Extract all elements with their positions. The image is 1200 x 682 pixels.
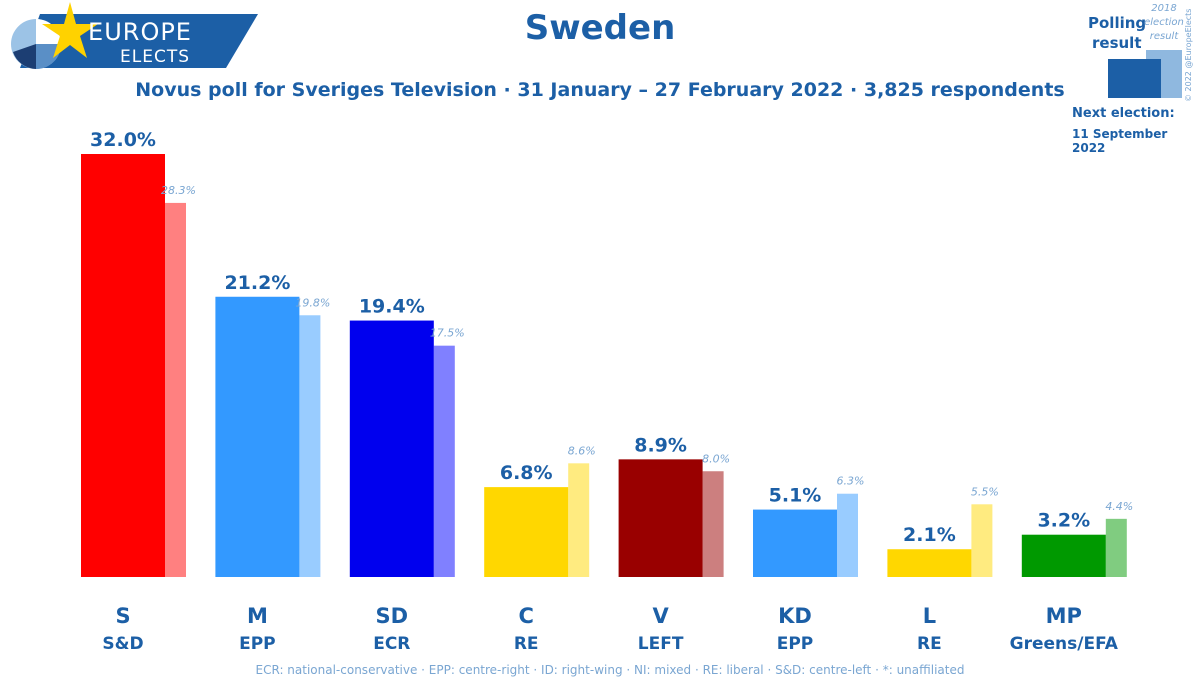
- party-label-m: M: [246, 604, 268, 628]
- group-label-mp: Greens/EFA: [1009, 634, 1118, 654]
- copyright-note: © 2022 @EuropeElects: [1184, 9, 1193, 102]
- poll-subtitle: Novus poll for Sveriges Television · 31 …: [135, 79, 1065, 101]
- prev-label-c: 8.6%: [568, 444, 596, 457]
- value-label-l: 2.1%: [903, 524, 956, 546]
- bar-2018-mp: [1105, 518, 1127, 577]
- bar-2018-l: [971, 504, 993, 577]
- party-label-l: L: [922, 604, 937, 628]
- group-label-kd: EPP: [776, 634, 814, 654]
- legend-polling-line1: Polling: [1088, 14, 1147, 32]
- group-label-m: EPP: [239, 634, 276, 654]
- value-label-c: 6.8%: [500, 462, 553, 484]
- bar-poll-l: [887, 549, 972, 577]
- bar-2018-sd: [433, 345, 455, 577]
- bar-poll-v: [618, 459, 703, 577]
- value-label-kd: 5.1%: [769, 485, 822, 507]
- bar-poll-m: [215, 296, 300, 577]
- bar-poll-kd: [753, 509, 837, 577]
- group-label-sd: ECR: [373, 634, 411, 654]
- europe-elects-logo: EUROPE ELECTS: [11, 2, 258, 69]
- prev-label-l: 5.5%: [971, 485, 999, 498]
- bar-2018-v: [702, 471, 724, 577]
- prev-label-mp: 4.4%: [1105, 500, 1133, 513]
- legend-prev-line1: 2018: [1151, 3, 1177, 14]
- logo-text-europe: EUROPE: [88, 18, 192, 46]
- party-label-mp: MP: [1045, 604, 1082, 628]
- bar-2018-c: [568, 463, 590, 577]
- value-label-mp: 3.2%: [1037, 510, 1090, 532]
- copyright-text: © 2022 @EuropeElects: [1184, 9, 1193, 102]
- bar-2018-s: [165, 202, 186, 578]
- group-label-l: RE: [917, 634, 942, 654]
- prev-label-m: 19.8%: [295, 296, 330, 309]
- prev-label-kd: 6.3%: [837, 475, 865, 488]
- value-label-v: 8.9%: [634, 434, 687, 456]
- legend-polling-line2: result: [1092, 34, 1142, 52]
- party-label-v: V: [652, 604, 669, 628]
- bar-2018-m: [299, 315, 321, 577]
- value-label-sd: 19.4%: [359, 296, 425, 318]
- bar-poll-mp: [1021, 534, 1106, 577]
- bar-2018-kd: [837, 493, 858, 577]
- legend: Polling result 2018 election result Next…: [1070, 0, 1200, 155]
- prev-label-v: 8.0%: [702, 452, 730, 465]
- prev-label-sd: 17.5%: [430, 327, 465, 340]
- bar-poll-c: [484, 487, 569, 577]
- party-label-sd: SD: [375, 604, 409, 628]
- poll-bar-chart: 32.0%28.3%Govt.21.2%19.8%19.4%17.5%6.8%8…: [81, 129, 1133, 578]
- group-label-s: S&D: [102, 634, 144, 654]
- group-label-v: LEFT: [637, 634, 684, 654]
- legend-next-election-date: 11 September 2022: [1072, 127, 1168, 155]
- party-label-c: C: [518, 604, 534, 628]
- party-label-kd: KD: [778, 604, 812, 628]
- logo-text-elects: ELECTS: [120, 47, 190, 67]
- legend-next-election-label: Next election:: [1072, 106, 1175, 121]
- footnote: ECR: national-conservative · EPP: centre…: [255, 663, 965, 677]
- party-label-s: S: [115, 604, 131, 628]
- prev-label-s: 28.3%: [161, 184, 196, 197]
- group-label-c: RE: [513, 634, 539, 654]
- legend-prev-line2: election: [1144, 17, 1184, 28]
- bar-poll-s: [81, 154, 165, 577]
- value-label-s: 32.0%: [90, 129, 156, 151]
- legend-poll-swatch: [1108, 59, 1161, 98]
- legend-prev-line3: result: [1149, 31, 1179, 42]
- page-title: Sweden: [524, 8, 676, 48]
- bar-poll-sd: [349, 320, 434, 577]
- value-label-m: 21.2%: [224, 272, 290, 294]
